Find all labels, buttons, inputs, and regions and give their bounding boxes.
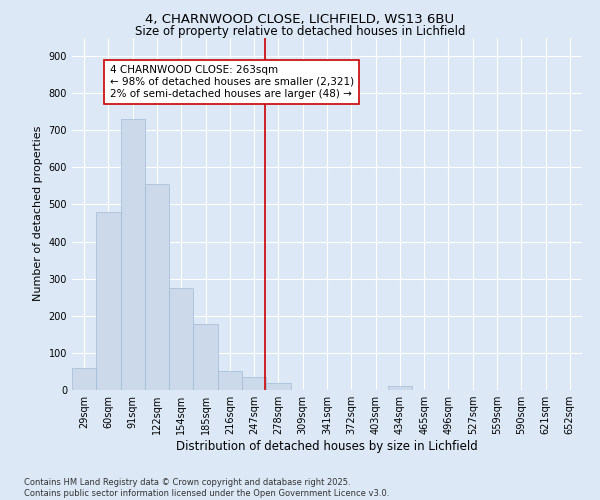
Bar	[193, 324, 218, 390]
Bar	[218, 372, 242, 390]
Bar	[242, 377, 266, 390]
Bar	[121, 119, 145, 390]
Bar	[266, 384, 290, 390]
Text: Contains HM Land Registry data © Crown copyright and database right 2025.
Contai: Contains HM Land Registry data © Crown c…	[24, 478, 389, 498]
Text: Size of property relative to detached houses in Lichfield: Size of property relative to detached ho…	[135, 25, 465, 38]
Bar	[96, 212, 121, 390]
Bar	[145, 184, 169, 390]
Bar	[388, 386, 412, 390]
Text: 4, CHARNWOOD CLOSE, LICHFIELD, WS13 6BU: 4, CHARNWOOD CLOSE, LICHFIELD, WS13 6BU	[145, 12, 455, 26]
Text: 4 CHARNWOOD CLOSE: 263sqm
← 98% of detached houses are smaller (2,321)
2% of sem: 4 CHARNWOOD CLOSE: 263sqm ← 98% of detac…	[110, 66, 354, 98]
Y-axis label: Number of detached properties: Number of detached properties	[33, 126, 43, 302]
Bar	[72, 368, 96, 390]
Bar	[169, 288, 193, 390]
X-axis label: Distribution of detached houses by size in Lichfield: Distribution of detached houses by size …	[176, 440, 478, 453]
